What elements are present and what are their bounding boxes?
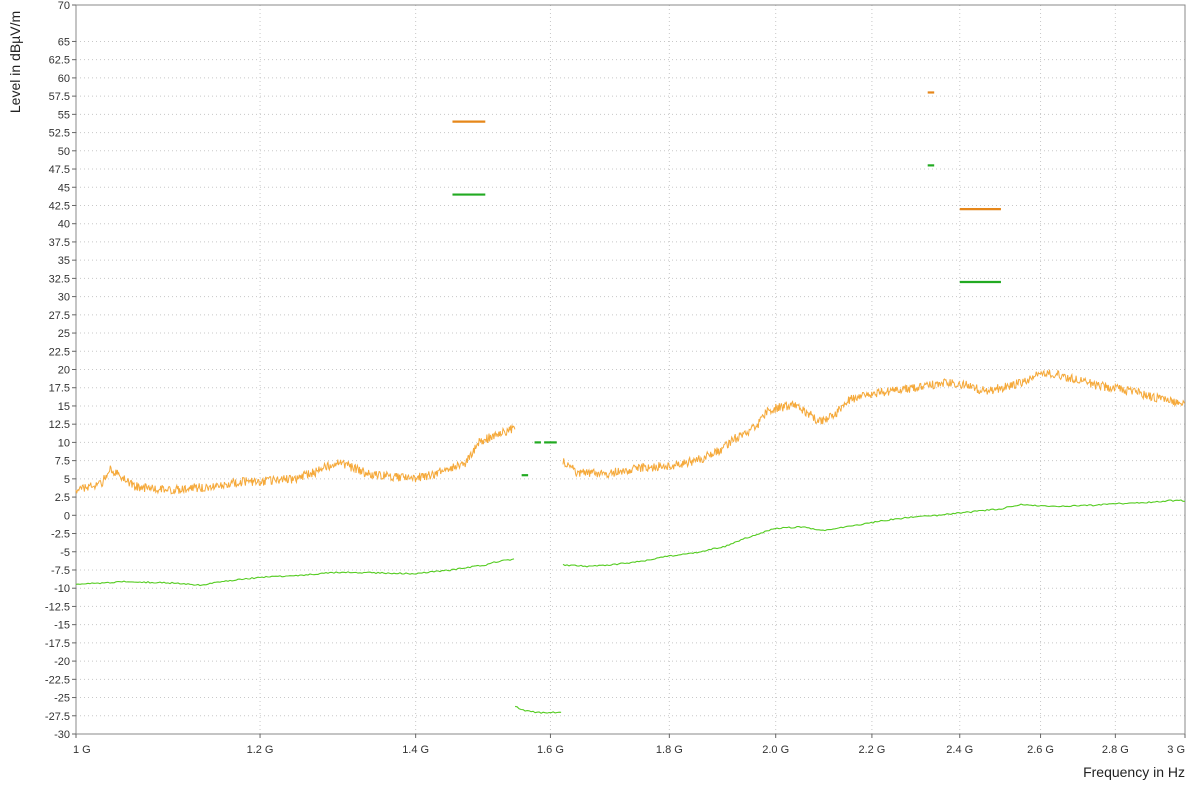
y-tick-label: -25 [54, 693, 70, 705]
y-tick-label: 7.5 [55, 456, 70, 468]
x-axis-label: Frequency in Hz [1083, 764, 1185, 780]
y-tick-label: 22.5 [49, 346, 70, 358]
y-tick-label: 37.5 [49, 237, 70, 249]
y-tick-label: -2.5 [51, 529, 70, 541]
y-axis-label: Level in dBµV/m [7, 11, 23, 113]
y-tick-label: 32.5 [49, 273, 70, 285]
y-tick-label: -22.5 [45, 674, 70, 686]
measurement-traces [75, 369, 1186, 714]
x-tick-label: 1.2 G [247, 744, 274, 756]
x-tick-label: 1.4 G [402, 744, 429, 756]
y-tick-label: -17.5 [45, 638, 70, 650]
y-tick-label: 12.5 [49, 419, 70, 431]
y-tick-label: -15 [54, 620, 70, 632]
y-tick-label: -30 [54, 729, 70, 741]
x-tick-label: 1.8 G [656, 744, 683, 756]
x-tick-label: 1.6 G [537, 744, 564, 756]
y-tick-label: 62.5 [49, 55, 70, 67]
y-tick-label: 65 [58, 36, 70, 48]
y-tick-label: -20 [54, 656, 70, 668]
y-tick-label: 15 [58, 401, 70, 413]
y-tick-label: 0 [64, 510, 70, 522]
y-tick-label: -5 [60, 547, 70, 559]
y-tick-label: 52.5 [49, 128, 70, 140]
y-tick-label: 30 [58, 292, 70, 304]
x-axis-ticks: 1 G 1.2 G 1.4 G 1.6 G 1.8 G 2.0 G 2.2 G 2.4 G 2.… [73, 734, 1186, 756]
y-tick-label: -12.5 [45, 601, 70, 613]
y-tick-label: 60 [58, 73, 70, 85]
peak-trace-line [75, 424, 516, 495]
y-tick-label: 10 [58, 437, 70, 449]
y-tick-label: 20 [58, 365, 70, 377]
y-tick-label: 50 [58, 146, 70, 158]
y-tick-label: 47.5 [49, 164, 70, 176]
y-tick-label: 40 [58, 219, 70, 231]
y-tick-label: 17.5 [49, 383, 70, 395]
grid [75, 4, 1186, 735]
x-tick-label: 2.6 G [1027, 744, 1054, 756]
y-tick-label: 25 [58, 328, 70, 340]
plot-frame [75, 4, 1186, 735]
y-tick-label: 55 [58, 109, 70, 121]
y-tick-label: -10 [54, 583, 70, 595]
y-tick-label: -27.5 [45, 711, 70, 723]
average-trace-line [75, 558, 515, 587]
y-tick-label: 2.5 [55, 492, 70, 504]
peak-trace-line [562, 369, 1186, 479]
y-tick-label: -7.5 [51, 565, 70, 577]
x-tick-label: 2.4 G [946, 744, 973, 756]
y-tick-label: 42.5 [49, 200, 70, 212]
y-tick-label: 57.5 [49, 91, 70, 103]
y-tick-label: 45 [58, 182, 70, 194]
x-tick-label: 2.0 G [762, 744, 789, 756]
x-tick-label: 1 G [73, 744, 91, 756]
x-tick-label: 3 G [1167, 744, 1185, 756]
x-tick-label: 2.2 G [858, 744, 885, 756]
y-tick-label: 70 [58, 0, 70, 12]
y-tick-label: 5 [64, 474, 70, 486]
y-axis-ticks: 706562.56057.55552.55047.54542.54037.535… [45, 0, 76, 741]
y-tick-label: 27.5 [49, 310, 70, 322]
average-trace-line [562, 499, 1185, 568]
y-tick-label: 35 [58, 255, 70, 267]
x-tick-label: 2.8 G [1102, 744, 1129, 756]
average-trace-line [514, 705, 562, 714]
limit-lines [452, 91, 1001, 477]
